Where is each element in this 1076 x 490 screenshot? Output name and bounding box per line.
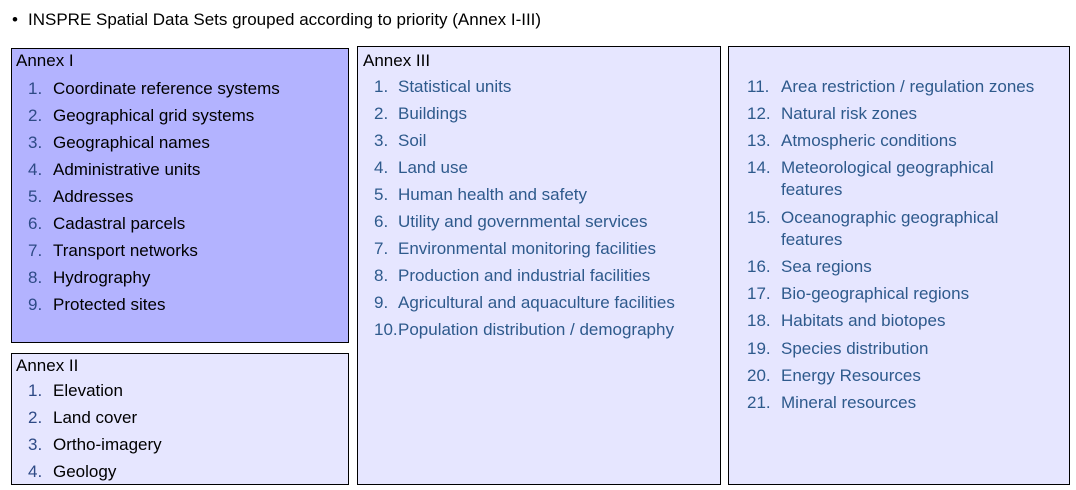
item-number: 7. (374, 239, 389, 258)
item-text: Land use (398, 158, 468, 177)
item-number: 3. (28, 133, 43, 152)
item-number: 9. (374, 293, 389, 312)
item-number: 14. (747, 158, 771, 177)
item-text: Geology (53, 462, 117, 481)
item-number: 15. (747, 208, 771, 227)
item-text: Administrative units (53, 160, 201, 179)
item-text: Meteorological geographical (781, 158, 994, 177)
annex-3-title: Annex III (363, 51, 431, 70)
item-text: Transport networks (53, 241, 198, 260)
item-text: Geographical names (53, 133, 210, 152)
item-number: 17. (747, 284, 771, 303)
item-number: 11. (747, 77, 770, 96)
item-number: 2. (28, 408, 43, 427)
item-number: 4. (374, 158, 389, 177)
item-number: 4. (28, 160, 43, 179)
item-text: Atmospheric conditions (781, 131, 957, 150)
item-number: 19. (747, 339, 771, 358)
item-text: Natural risk zones (781, 104, 918, 123)
annex-2-title: Annex II (16, 356, 79, 375)
item-text: Ortho-imagery (53, 435, 162, 454)
item-text: Cadastral parcels (53, 214, 186, 233)
item-number: 7. (28, 241, 43, 260)
item-number: 21. (747, 393, 771, 412)
item-text: Human health and safety (398, 185, 588, 204)
item-number: 16. (747, 257, 771, 276)
item-text: Soil (398, 131, 427, 150)
item-text: Oceanographic geographical (781, 208, 999, 227)
annex-2-box: Annex II 1. Elevation 2. Land cover 3. Orth… (11, 353, 349, 485)
item-text: Utility and governmental services (398, 212, 648, 231)
item-number: 9. (28, 295, 43, 314)
item-number: 12. (747, 104, 771, 123)
item-number: 3. (374, 131, 389, 150)
annex-3-box: Annex III 1. Statistical units 2. Building… (357, 46, 721, 485)
item-number: 18. (747, 311, 771, 330)
item-text: Statistical units (398, 77, 512, 96)
item-text: Land cover (53, 408, 138, 427)
item-text: Habitats and biotopes (781, 311, 946, 330)
item-text: Coordinate reference systems (53, 79, 280, 98)
item-number: 3. (28, 435, 43, 454)
item-number: 1. (374, 77, 389, 96)
item-number: 13. (747, 131, 771, 150)
item-number: 2. (28, 106, 43, 125)
item-number: 20. (747, 366, 771, 385)
item-text: Agricultural and aquaculture facilities (398, 293, 675, 312)
item-text: features (781, 230, 843, 249)
item-number: 5. (28, 187, 43, 206)
item-number: 8. (374, 266, 389, 285)
item-text: Energy Resources (781, 366, 921, 385)
item-text: Addresses (53, 187, 134, 206)
annex-1-box: Annex I 1. Coordinate reference systems 2… (11, 48, 349, 343)
item-number: 1. (28, 381, 43, 400)
item-number: 6. (28, 214, 43, 233)
annex-3-continued-box: 11. Area restriction / regulation zones 1… (728, 46, 1070, 485)
bullet-icon: • (12, 10, 18, 29)
item-text: Population distribution / demography (398, 320, 674, 339)
item-text: Species distribution (781, 339, 929, 358)
item-text: features (781, 180, 843, 199)
item-number: 1. (28, 79, 43, 98)
item-number: 4. (28, 462, 43, 481)
item-text: Environmental monitoring facilities (398, 239, 656, 258)
item-number: 6. (374, 212, 389, 231)
item-text: Buildings (398, 104, 467, 123)
item-text: Production and industrial facilities (398, 266, 651, 285)
item-number: 10. (374, 320, 398, 339)
item-text: Hydrography (53, 268, 151, 287)
item-text: Sea regions (781, 257, 872, 276)
item-text: Mineral resources (781, 393, 917, 412)
item-text: Protected sites (53, 295, 166, 314)
item-text: Elevation (53, 381, 123, 400)
item-number: 8. (28, 268, 43, 287)
item-text: Bio-geographical regions (781, 284, 970, 303)
item-text: Area restriction / regulation zones (781, 77, 1035, 96)
slide-heading: • INSPRE Spatial Data Sets grouped accord… (12, 10, 541, 30)
heading-text: INSPRE Spatial Data Sets grouped accordi… (28, 10, 542, 29)
annex-1-title: Annex I (16, 51, 74, 70)
item-number: 2. (374, 104, 389, 123)
item-text: Geographical grid systems (53, 106, 255, 125)
item-number: 5. (374, 185, 389, 204)
